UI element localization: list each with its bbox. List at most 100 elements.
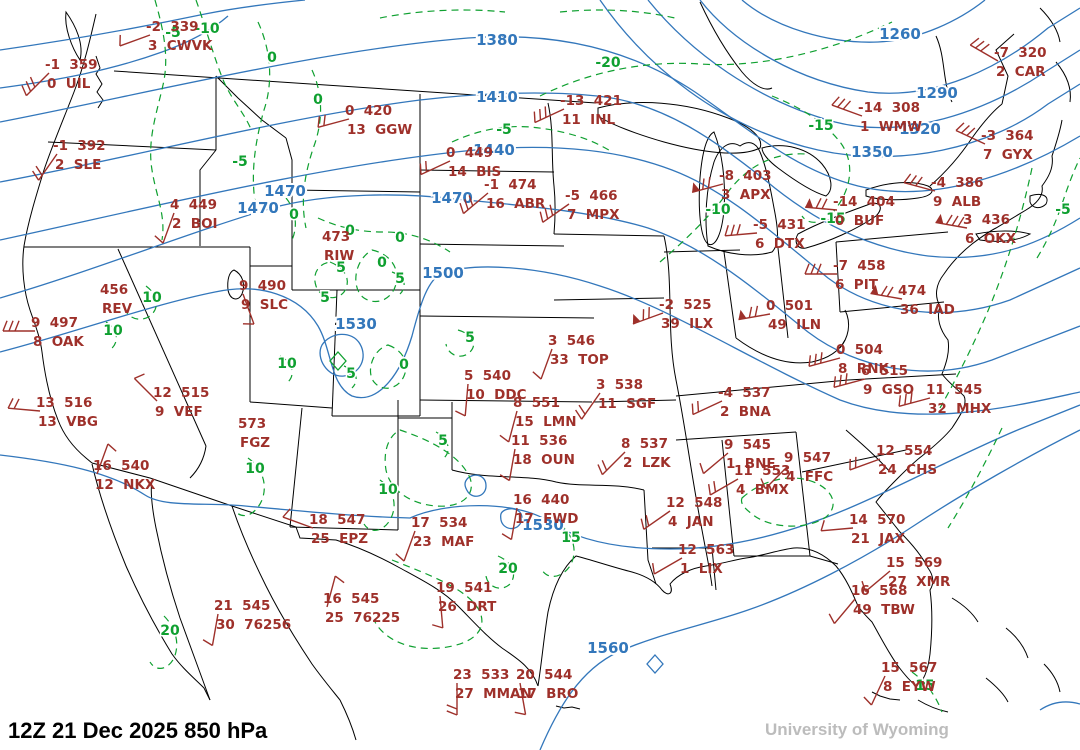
station-temp-height: 18 547 [309,512,365,528]
station-dewpoint-id: 27 XMR [888,574,951,590]
station-dewpoint-id: RIW [324,248,354,264]
wind-barb-icon [459,192,489,215]
station-plot: 12 563 1 LIX [678,542,734,577]
station-dewpoint-id: FGZ [240,435,270,451]
station-temp-height: 0 501 [766,298,813,314]
isotherm-label: 0 [395,230,405,246]
map-valid-time-title: 12Z 21 Dec 2025 850 hPa [8,718,268,743]
station-temp-height: -7 320 [994,45,1047,61]
station-dewpoint-id: 2 LZK [623,455,671,471]
station-plot: 0 504 8 RNK [836,342,889,377]
wind-barb-icon [133,373,158,402]
wind-barb-icon [863,675,886,706]
station-dewpoint-id: 21 JAX [851,531,906,547]
wind-barb-icon [805,198,838,211]
station-dewpoint-id: 49 ILN [768,317,821,333]
wind-barb-icon [419,160,451,176]
isotherm-label: 20 [498,561,518,577]
station-dewpoint-id: 32 MHX [928,401,992,417]
isotherm-label: 5 [395,271,405,287]
station-dewpoint-id: 26 DRT [438,599,497,615]
station-plot: 9 490 9 SLC [239,278,288,313]
height-label: 1290 [916,84,958,102]
station-dewpoint-id: 15 LMN [515,414,577,430]
station-dewpoint-id: 3 APX [721,187,771,203]
height-label: 1470 [264,182,306,200]
station-dewpoint-id: 8 OAK [33,334,84,350]
isotherm-label: 0 [267,50,277,66]
isotherm-label: -20 [595,55,621,71]
station-plot: 19 541 26 DRT [436,580,497,615]
station-temp-height: -1 359 [45,57,98,73]
station-plot: 9 545 1 BNE [724,437,776,472]
wind-barb-icon [808,352,841,367]
wind-barb-icon [501,507,518,541]
station-dewpoint-id: 4 JAN [668,514,714,530]
credit-watermark: University of Wyoming [765,720,949,739]
station-dewpoint-id: 3 CWVK [148,38,213,54]
diamond-icon [329,351,347,371]
wind-barb-icon [724,224,758,237]
station-dewpoint-id: 9 VEF [155,404,203,420]
station-plot: 9 497 8 OAK [31,315,84,350]
wind-barb-icon [514,682,527,716]
station-plot: -7 320 2 CAR [994,45,1047,80]
height-label: 1530 [522,516,564,534]
station-plot: 8 551 15 LMN [513,395,577,430]
wind-barb-icon [154,212,175,244]
station-dewpoint-id: 9 GSO [863,382,914,398]
station-plot: 3 538 11 SGF [596,377,656,412]
wind-barb-icon [532,348,553,380]
station-dewpoint-id: 8 RNK [838,361,889,377]
station-dewpoint-id: 1 LIX [680,561,723,577]
station-dewpoint-id: 9 ALB [933,194,981,210]
wind-barb-icon [870,284,903,300]
wind-barb-icon [326,575,345,608]
station-temp-height: 3 436 [963,212,1010,228]
station-temp-height: -1 474 [484,177,537,193]
wind-barb-icon [575,392,601,420]
isotherm-label: -15 [820,211,845,227]
station-plot: 12 548 4 JAN [666,495,722,530]
station-dewpoint-id: 33 TOP [550,352,609,368]
wind-barb-icon [32,153,58,181]
station-dewpoint-id: 18 OUN [513,452,575,468]
isotherm-label: -5 [232,154,248,170]
station-dewpoint-id: 12 NKX [95,477,156,493]
station-plot: 456 REV [100,282,133,317]
station-dewpoint-id: 25 76225 [325,610,400,626]
station-dewpoint-id: 30 76256 [216,617,291,633]
wind-barb-icon [202,613,219,647]
station-plot: -14 308 1 WMW [858,100,922,135]
canada-mexico-islands [555,1,1071,713]
station-plot: 474 36 IAD [898,283,955,318]
isotherm-label: 0 [377,255,387,271]
wind-barb-icon [282,508,314,529]
isotherm-label: 0 [289,207,299,223]
station-plot: 13 516 13 VBG [36,395,98,430]
station-temp-height: -14 308 [858,100,920,116]
height-contour-labels: 1260129013201350138014101440147014701470… [235,23,960,659]
station-temp-height: -5 466 [565,188,618,204]
station-plot: 23 533 27 MMAN [453,667,532,702]
station-dewpoint-id: 14 BIS [448,164,501,180]
station-dewpoint-id: 36 IAD [900,302,955,318]
wind-barb-icon [651,557,683,575]
station-plot: -14 404 0 BUF [833,194,895,229]
station-plot: 18 547 25 EPZ [309,512,368,547]
height-label: 1350 [851,143,893,161]
station-plot: 573 FGZ [238,416,270,451]
wind-barb-icon [804,263,837,275]
isotherm-label: 5 [336,260,346,276]
wind-barb-icon [499,410,518,443]
wind-barb-icon [935,213,968,229]
wind-barb-icon [898,392,931,407]
station-plot: 4 449 2 BOI [170,197,218,232]
us-map-outline [22,10,1063,741]
station-temp-height: -5 431 [753,217,806,233]
station-temp-height: 8 537 [621,436,668,452]
height-label: 1440 [473,141,515,159]
station-temp-height: -3 364 [981,128,1034,144]
station-temp-height: 15 569 [886,555,942,571]
